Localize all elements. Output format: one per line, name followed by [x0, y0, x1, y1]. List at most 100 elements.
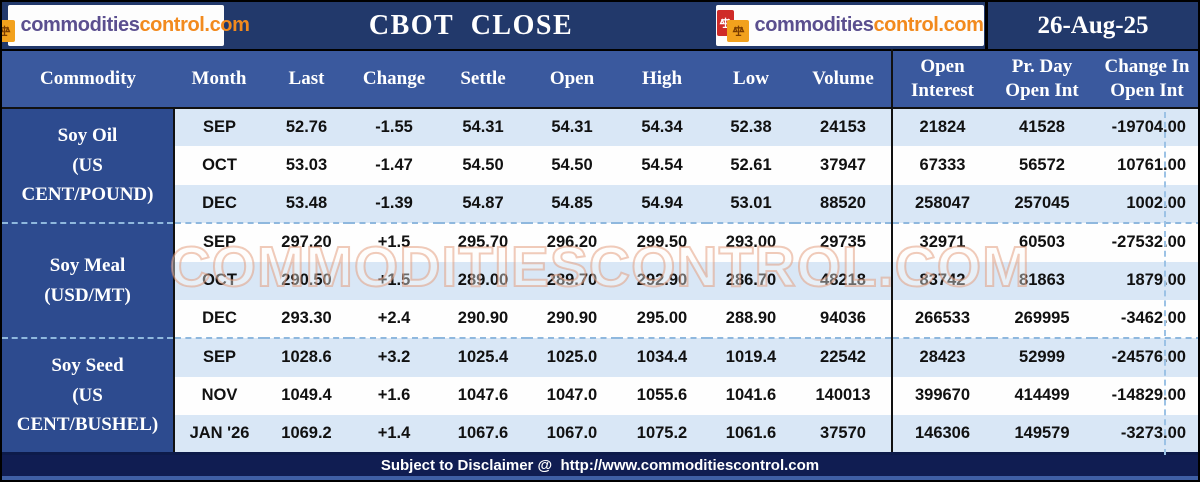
value-cell-high: 54.94	[617, 184, 707, 225]
column-header-label: Pr. Day	[1011, 56, 1073, 78]
page-title: CBOT CLOSE	[368, 10, 574, 41]
disclaimer-bar[interactable]: Subject to Disclaimer @ http://www.commo…	[2, 455, 1198, 476]
value-cell-prday-open-int: 60503	[992, 223, 1092, 262]
column-header-label: High	[641, 68, 683, 90]
value-cell-open-interest: 21824	[891, 108, 992, 147]
top-bar: commoditiescontrol.com CBOT CLOSE commod…	[2, 2, 1198, 49]
value-cell-change: +2.4	[349, 299, 439, 340]
column-header-label: Change In	[1104, 56, 1190, 78]
value-cell-change-open-int: -27532.00	[1092, 223, 1198, 262]
value-cell-settle: 1025.4	[439, 338, 527, 377]
value-cell-low: 1019.4	[707, 338, 795, 377]
value-cell-open: 54.31	[527, 108, 617, 147]
column-header-label: Change	[362, 68, 426, 90]
column-header-label: Open	[920, 56, 965, 78]
month-cell: SEP	[174, 223, 264, 262]
column-header-prday-open-int: Pr. Day Open Int	[992, 50, 1092, 109]
value-cell-volume: 94036	[795, 299, 892, 340]
column-header-label: Interest	[911, 80, 974, 101]
print-area-dashed-line	[1164, 112, 1166, 455]
value-cell-change-open-int: -14829.00	[1092, 376, 1198, 415]
commodity-cell: Soy Seed (US CENT/BUSHEL)	[2, 338, 175, 454]
value-cell-low: 1041.6	[707, 376, 795, 415]
value-cell-last: 297.20	[264, 223, 349, 262]
value-cell-open-interest: 83742	[891, 261, 992, 300]
value-cell-change: +1.4	[349, 415, 439, 454]
column-header-label: Month	[191, 68, 247, 90]
value-cell-open: 296.20	[527, 223, 617, 262]
value-cell-volume: 24153	[795, 108, 892, 147]
value-cell-last: 293.30	[264, 299, 349, 340]
balance-scales-icon	[2, 7, 18, 45]
value-cell-open-interest: 67333	[891, 146, 992, 185]
month-cell: DEC	[174, 299, 264, 340]
value-cell-change-open-int: -19704.00	[1092, 108, 1198, 147]
value-cell-open: 54.85	[527, 184, 617, 225]
value-cell-change-open-int: 1002.00	[1092, 184, 1198, 225]
value-cell-open-interest: 399670	[891, 376, 992, 415]
column-header-label: Commodity	[39, 68, 137, 90]
month-cell: NOV	[174, 376, 264, 415]
column-header-volume: Volume	[795, 50, 892, 109]
value-cell-settle: 54.31	[439, 108, 527, 147]
value-cell-open: 289.70	[527, 261, 617, 300]
column-header-label: Open	[549, 68, 595, 90]
value-cell-high: 295.00	[617, 299, 707, 340]
value-cell-last: 1049.4	[264, 376, 349, 415]
value-cell-change: +1.5	[349, 261, 439, 300]
value-cell-volume: 48218	[795, 261, 892, 300]
value-cell-open-interest: 32971	[891, 223, 992, 262]
value-cell-open-interest: 146306	[891, 415, 992, 454]
value-cell-last: 53.48	[264, 184, 349, 225]
value-cell-low: 52.61	[707, 146, 795, 185]
value-cell-last: 1028.6	[264, 338, 349, 377]
value-cell-last: 53.03	[264, 146, 349, 185]
value-cell-open: 54.50	[527, 146, 617, 185]
brand-logo-text: commoditiescontrol.com	[754, 14, 984, 36]
value-cell-prday-open-int: 149579	[992, 415, 1092, 454]
value-cell-change: -1.55	[349, 108, 439, 147]
column-header-label: Open Int	[1110, 80, 1184, 101]
value-cell-high: 1075.2	[617, 415, 707, 454]
table-row: Soy Meal (USD/MT) SEP 297.20 +1.5 295.70 296.2…	[2, 223, 1198, 340]
column-header-commodity: Commodity	[2, 50, 174, 109]
month-cell: OCT	[174, 261, 264, 300]
brand-logo-text: commoditiescontrol.com	[20, 14, 250, 36]
value-cell-settle: 54.50	[439, 146, 527, 185]
column-header-month: Month	[174, 50, 264, 109]
value-cell-low: 52.38	[707, 108, 795, 147]
value-cell-volume: 22542	[795, 338, 892, 377]
column-header-change: Change	[349, 50, 439, 109]
commodity-name-line: CENT/BUSHEL)	[16, 414, 159, 436]
value-cell-high: 1055.6	[617, 376, 707, 415]
brand-logo-left[interactable]: commoditiescontrol.com	[2, 5, 250, 46]
commodity-name-line: Soy Seed	[51, 355, 124, 377]
column-header-low: Low	[707, 50, 795, 109]
commodity-name-line: (US	[72, 154, 103, 176]
brand-logo-right[interactable]: commoditiescontrol.com	[716, 5, 984, 46]
value-cell-volume: 29735	[795, 223, 892, 262]
value-cell-open: 1047.0	[527, 376, 617, 415]
value-cell-settle: 1047.6	[439, 376, 527, 415]
commodity-cell: Soy Meal (USD/MT)	[2, 223, 175, 340]
value-cell-settle: 54.87	[439, 184, 527, 225]
month-cell: SEP	[174, 108, 264, 147]
value-cell-open: 1067.0	[527, 415, 617, 454]
table-row: DEC 293.30 +2.4 290.90 290.90 295.00 288.90 940…	[2, 299, 1198, 340]
value-cell-change-open-int: 10761.00	[1092, 146, 1198, 185]
value-cell-change: -1.39	[349, 184, 439, 225]
value-cell-settle: 290.90	[439, 299, 527, 340]
value-cell-prday-open-int: 414499	[992, 376, 1092, 415]
column-header-label: Low	[733, 68, 769, 90]
value-cell-change-open-int: -24576.00	[1092, 338, 1198, 377]
value-cell-low: 288.90	[707, 299, 795, 340]
value-cell-volume: 88520	[795, 184, 892, 225]
table-row: Soy Oil (US CENT/POUND) SEP 52.76 -1.55 54.31 5…	[2, 108, 1198, 225]
column-header-label: Settle	[460, 68, 506, 90]
commodity-name-line: Soy Oil	[57, 125, 118, 147]
table-row: DEC 53.48 -1.39 54.87 54.85 54.94 53.01 88520 25…	[2, 184, 1198, 225]
column-header-row: Commodity Month Last Change Settle Open High Lo…	[2, 50, 1198, 109]
value-cell-high: 292.90	[617, 261, 707, 300]
value-cell-last: 52.76	[264, 108, 349, 147]
value-cell-open: 290.90	[527, 299, 617, 340]
